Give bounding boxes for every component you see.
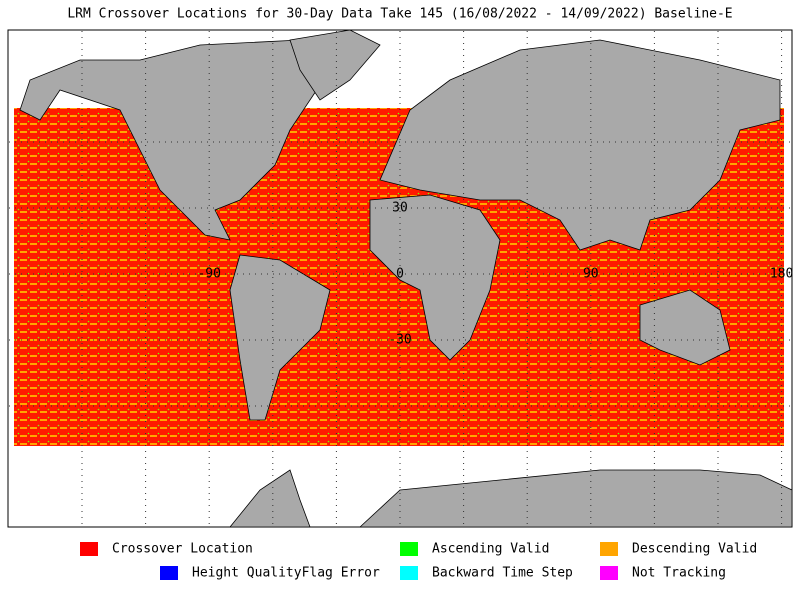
eurasia	[379, 39, 781, 251]
title: LRM Crossover Locations for 30-Day Data …	[67, 7, 732, 22]
legend-swatch	[600, 542, 618, 556]
legend-swatch	[80, 542, 98, 556]
graticule: -90 0 90 180 30 -30	[9, 31, 793, 526]
legend-swatch	[600, 566, 618, 580]
longitude-label: -90	[197, 267, 220, 282]
longitude-label: 0	[396, 267, 404, 282]
legend-swatch	[400, 566, 418, 580]
legend-swatch	[160, 566, 178, 580]
greenland	[289, 29, 381, 101]
longitude-label: 180	[770, 267, 793, 282]
legend-label: Backward Time Step	[432, 566, 573, 581]
map: -90 0 90 180 30 -30	[7, 29, 793, 528]
south-america	[229, 254, 331, 421]
legend-label: Ascending Valid	[432, 542, 549, 557]
antarctica	[358, 469, 793, 528]
legend-label: Crossover Location	[112, 542, 253, 557]
legend-swatch	[400, 542, 418, 556]
legend-label: Not Tracking	[632, 566, 726, 581]
legend: Crossover Location Ascending Valid Descend…	[80, 542, 757, 581]
latitude-label: 30	[392, 201, 408, 216]
legend-label: Height QualityFlag Error	[192, 566, 380, 581]
longitude-label: 90	[583, 267, 599, 282]
antarctic-peninsula	[229, 469, 311, 528]
australia	[639, 289, 731, 366]
legend-label: Descending Valid	[632, 542, 757, 557]
latitude-label: -30	[388, 333, 411, 348]
